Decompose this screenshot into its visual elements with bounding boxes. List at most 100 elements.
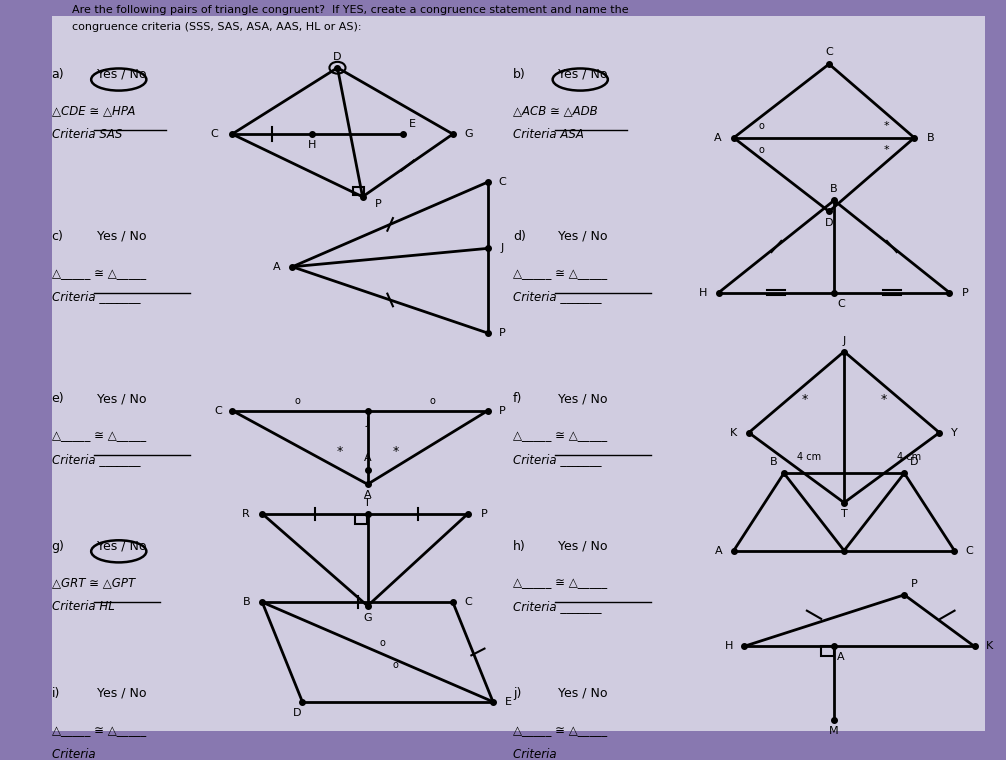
Text: C: C xyxy=(837,299,845,309)
Text: △_____ ≅ △_____: △_____ ≅ △_____ xyxy=(513,724,608,737)
Text: *: * xyxy=(392,445,398,458)
Text: △_____ ≅ △_____: △_____ ≅ △_____ xyxy=(513,429,608,442)
Text: △GRT ≅ △GPT: △GRT ≅ △GPT xyxy=(51,576,135,590)
Text: H: H xyxy=(308,140,317,150)
Text: 4 cm: 4 cm xyxy=(897,452,921,462)
Text: △_____ ≅ △_____: △_____ ≅ △_____ xyxy=(51,724,146,737)
Text: G: G xyxy=(465,129,473,139)
Text: C: C xyxy=(825,47,833,57)
Text: K: K xyxy=(730,428,737,438)
Text: Yes / No: Yes / No xyxy=(97,687,146,700)
Text: congruence criteria (SSS, SAS, ASA, AAS, HL or AS):: congruence criteria (SSS, SAS, ASA, AAS,… xyxy=(71,22,361,32)
Text: J: J xyxy=(366,416,369,426)
Text: H: H xyxy=(698,287,707,298)
Text: Criteria SAS: Criteria SAS xyxy=(51,128,122,141)
Text: T: T xyxy=(841,508,847,519)
Text: D: D xyxy=(910,457,918,467)
Text: i): i) xyxy=(51,687,60,700)
Text: o: o xyxy=(759,121,765,131)
Text: Criteria _______: Criteria _______ xyxy=(51,290,140,303)
Text: *: * xyxy=(336,445,343,458)
Text: D: D xyxy=(333,52,342,62)
Text: g): g) xyxy=(51,540,64,553)
Text: A: A xyxy=(715,546,722,556)
Text: K: K xyxy=(986,641,993,651)
Text: a): a) xyxy=(51,68,64,81)
Text: Yes / No: Yes / No xyxy=(97,392,146,405)
Text: Yes / No: Yes / No xyxy=(97,540,146,553)
Text: C: C xyxy=(498,177,506,187)
Text: j): j) xyxy=(513,687,521,700)
Text: C: C xyxy=(214,406,222,416)
Text: △_____ ≅ △_____: △_____ ≅ △_____ xyxy=(513,576,608,590)
Text: △_____ ≅ △_____: △_____ ≅ △_____ xyxy=(513,267,608,280)
Text: Yes / No: Yes / No xyxy=(558,540,608,553)
Text: D: D xyxy=(293,708,302,717)
Text: b): b) xyxy=(513,68,526,81)
Text: P: P xyxy=(375,199,382,209)
Text: o: o xyxy=(379,638,385,648)
Text: B: B xyxy=(770,457,778,467)
Text: Criteria _______: Criteria _______ xyxy=(513,452,602,466)
Text: △CDE ≅ △HPA: △CDE ≅ △HPA xyxy=(51,105,135,118)
Text: Criteria _______: Criteria _______ xyxy=(51,452,140,466)
Text: P: P xyxy=(481,508,487,519)
FancyBboxPatch shape xyxy=(51,16,985,731)
Text: R: R xyxy=(242,508,250,519)
Text: e): e) xyxy=(51,392,64,405)
Text: D: D xyxy=(825,218,833,228)
Text: Yes / No: Yes / No xyxy=(558,230,608,243)
Text: o: o xyxy=(392,660,398,670)
Text: o: o xyxy=(759,144,765,154)
Text: H: H xyxy=(724,641,733,651)
Text: C: C xyxy=(210,129,218,139)
Text: c): c) xyxy=(51,230,63,243)
Text: A: A xyxy=(273,261,280,272)
Text: Yes / No: Yes / No xyxy=(558,687,608,700)
Text: △_____ ≅ △_____: △_____ ≅ △_____ xyxy=(51,267,146,280)
Text: o: o xyxy=(295,396,300,406)
Text: B: B xyxy=(830,184,838,194)
Text: f): f) xyxy=(513,392,522,405)
Text: Yes / No: Yes / No xyxy=(97,68,146,81)
Text: Yes / No: Yes / No xyxy=(558,68,608,81)
Text: o: o xyxy=(430,396,436,406)
Text: E: E xyxy=(409,119,416,128)
Text: A: A xyxy=(364,490,371,500)
Text: *: * xyxy=(883,121,889,131)
Text: P: P xyxy=(911,579,917,589)
Text: P: P xyxy=(499,328,505,338)
Text: B: B xyxy=(927,133,935,143)
Text: 4 cm: 4 cm xyxy=(797,452,821,462)
Text: P: P xyxy=(962,287,969,298)
Text: M: M xyxy=(829,727,839,736)
Text: Criteria _______: Criteria _______ xyxy=(513,747,602,760)
Text: h): h) xyxy=(513,540,526,553)
Text: Criteria ASA: Criteria ASA xyxy=(513,128,583,141)
Text: A: A xyxy=(364,454,371,464)
Text: C: C xyxy=(464,597,472,607)
Text: *: * xyxy=(802,393,808,406)
Text: *: * xyxy=(880,393,887,406)
Text: G: G xyxy=(363,613,372,622)
Text: d): d) xyxy=(513,230,526,243)
Text: Yes / No: Yes / No xyxy=(558,392,608,405)
Text: B: B xyxy=(243,597,250,607)
Text: △_____ ≅ △_____: △_____ ≅ △_____ xyxy=(51,429,146,442)
Text: Criteria _______: Criteria _______ xyxy=(513,290,602,303)
Text: P: P xyxy=(499,406,505,416)
Text: T: T xyxy=(364,498,371,508)
Text: A: A xyxy=(837,653,845,663)
Text: C: C xyxy=(966,546,974,556)
Text: Yes / No: Yes / No xyxy=(97,230,146,243)
Text: Criteria _______: Criteria _______ xyxy=(513,600,602,613)
Text: J: J xyxy=(842,335,846,346)
Text: *: * xyxy=(883,144,889,154)
Text: Are the following pairs of triangle congruent?  If YES, create a congruence stat: Are the following pairs of triangle cong… xyxy=(71,5,628,15)
Text: Criteria HL: Criteria HL xyxy=(51,600,115,613)
Text: J: J xyxy=(500,243,504,253)
Text: Y: Y xyxy=(951,428,958,438)
Text: Criteria _______: Criteria _______ xyxy=(51,747,140,760)
Text: A: A xyxy=(714,133,721,143)
Text: △ACB ≅ △ADB: △ACB ≅ △ADB xyxy=(513,105,598,118)
